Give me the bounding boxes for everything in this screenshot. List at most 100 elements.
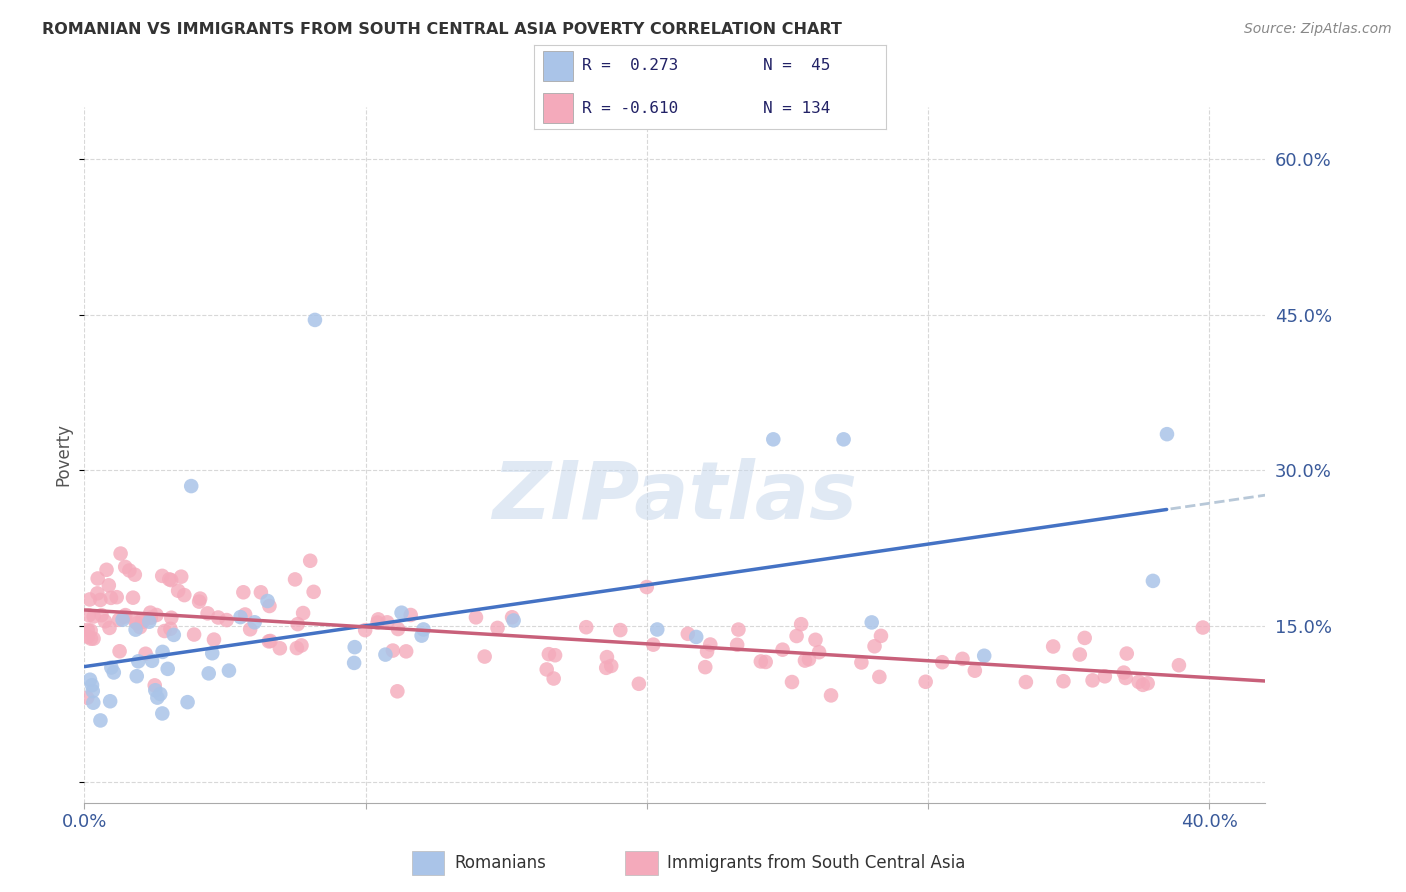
Point bbox=[1112, 665, 1135, 680]
Point bbox=[229, 610, 252, 624]
Point bbox=[952, 652, 974, 666]
Point bbox=[780, 675, 803, 690]
Point bbox=[808, 645, 831, 659]
Point bbox=[110, 547, 132, 561]
Point bbox=[725, 638, 748, 652]
Point bbox=[129, 620, 152, 634]
Point bbox=[257, 634, 280, 648]
Bar bbox=[412, 851, 444, 875]
Point bbox=[146, 690, 169, 705]
Point bbox=[111, 613, 134, 627]
Point bbox=[157, 572, 180, 586]
Point bbox=[375, 615, 398, 630]
Point bbox=[367, 612, 389, 626]
Point bbox=[160, 611, 183, 625]
Point bbox=[233, 607, 256, 622]
Point bbox=[250, 585, 273, 599]
Point bbox=[851, 656, 873, 670]
Point bbox=[609, 623, 631, 637]
Point bbox=[143, 678, 166, 692]
Point bbox=[749, 655, 772, 669]
Point bbox=[122, 591, 145, 605]
Point bbox=[259, 634, 281, 648]
Point bbox=[501, 610, 523, 624]
Point bbox=[79, 592, 101, 607]
Point bbox=[1142, 574, 1164, 588]
Point bbox=[544, 648, 567, 663]
Point bbox=[870, 629, 893, 643]
Point bbox=[643, 638, 665, 652]
Point bbox=[180, 479, 202, 493]
Point bbox=[108, 613, 131, 627]
Point bbox=[596, 650, 619, 665]
Point bbox=[804, 632, 827, 647]
Point bbox=[1115, 647, 1137, 661]
Point bbox=[90, 608, 112, 623]
Point bbox=[832, 433, 855, 447]
Point bbox=[139, 606, 162, 620]
Point bbox=[143, 683, 166, 698]
Point bbox=[395, 644, 418, 658]
Point bbox=[159, 622, 181, 636]
Point bbox=[292, 606, 315, 620]
Point bbox=[160, 573, 183, 587]
Point bbox=[152, 645, 174, 659]
Point bbox=[114, 560, 136, 574]
Point bbox=[914, 674, 936, 689]
Point bbox=[1167, 658, 1189, 673]
Point bbox=[135, 647, 157, 661]
Point bbox=[269, 641, 291, 656]
Point bbox=[118, 564, 141, 578]
Point bbox=[197, 666, 219, 681]
Point bbox=[105, 590, 128, 604]
Point bbox=[79, 673, 101, 687]
Point bbox=[575, 620, 598, 634]
Point bbox=[163, 628, 186, 642]
Point bbox=[77, 608, 100, 623]
Point bbox=[96, 563, 118, 577]
Point bbox=[103, 665, 125, 680]
Bar bbox=[543, 51, 574, 80]
Point bbox=[100, 591, 122, 605]
Point bbox=[284, 573, 307, 587]
Bar bbox=[626, 851, 658, 875]
Point bbox=[138, 615, 160, 629]
Point bbox=[465, 610, 488, 624]
Point bbox=[83, 609, 105, 624]
Point bbox=[973, 648, 995, 663]
Point bbox=[399, 607, 422, 622]
Point bbox=[80, 632, 103, 646]
Point bbox=[131, 612, 153, 626]
Point bbox=[287, 617, 309, 632]
Point bbox=[100, 660, 122, 674]
Point bbox=[114, 608, 136, 623]
Point bbox=[80, 678, 103, 692]
Point bbox=[1191, 621, 1213, 635]
Point bbox=[537, 647, 560, 661]
Point bbox=[727, 623, 749, 637]
Point bbox=[239, 623, 262, 637]
Point bbox=[124, 623, 146, 637]
Point bbox=[82, 684, 104, 698]
Point bbox=[124, 567, 146, 582]
Point bbox=[127, 654, 149, 668]
Point bbox=[762, 433, 785, 447]
Point bbox=[1094, 669, 1116, 683]
Point bbox=[232, 585, 254, 599]
Point bbox=[636, 580, 658, 594]
Point bbox=[167, 583, 190, 598]
Point bbox=[820, 689, 842, 703]
Point bbox=[176, 695, 198, 709]
Point bbox=[1015, 675, 1038, 690]
Text: N = 134: N = 134 bbox=[762, 101, 830, 116]
Point bbox=[772, 642, 794, 657]
Point bbox=[790, 617, 813, 632]
Point bbox=[98, 621, 121, 635]
Point bbox=[645, 623, 668, 637]
Point bbox=[188, 594, 211, 608]
Point bbox=[218, 664, 240, 678]
Point bbox=[374, 648, 396, 662]
Point bbox=[474, 649, 496, 664]
Point bbox=[411, 629, 433, 643]
Point bbox=[863, 640, 886, 654]
